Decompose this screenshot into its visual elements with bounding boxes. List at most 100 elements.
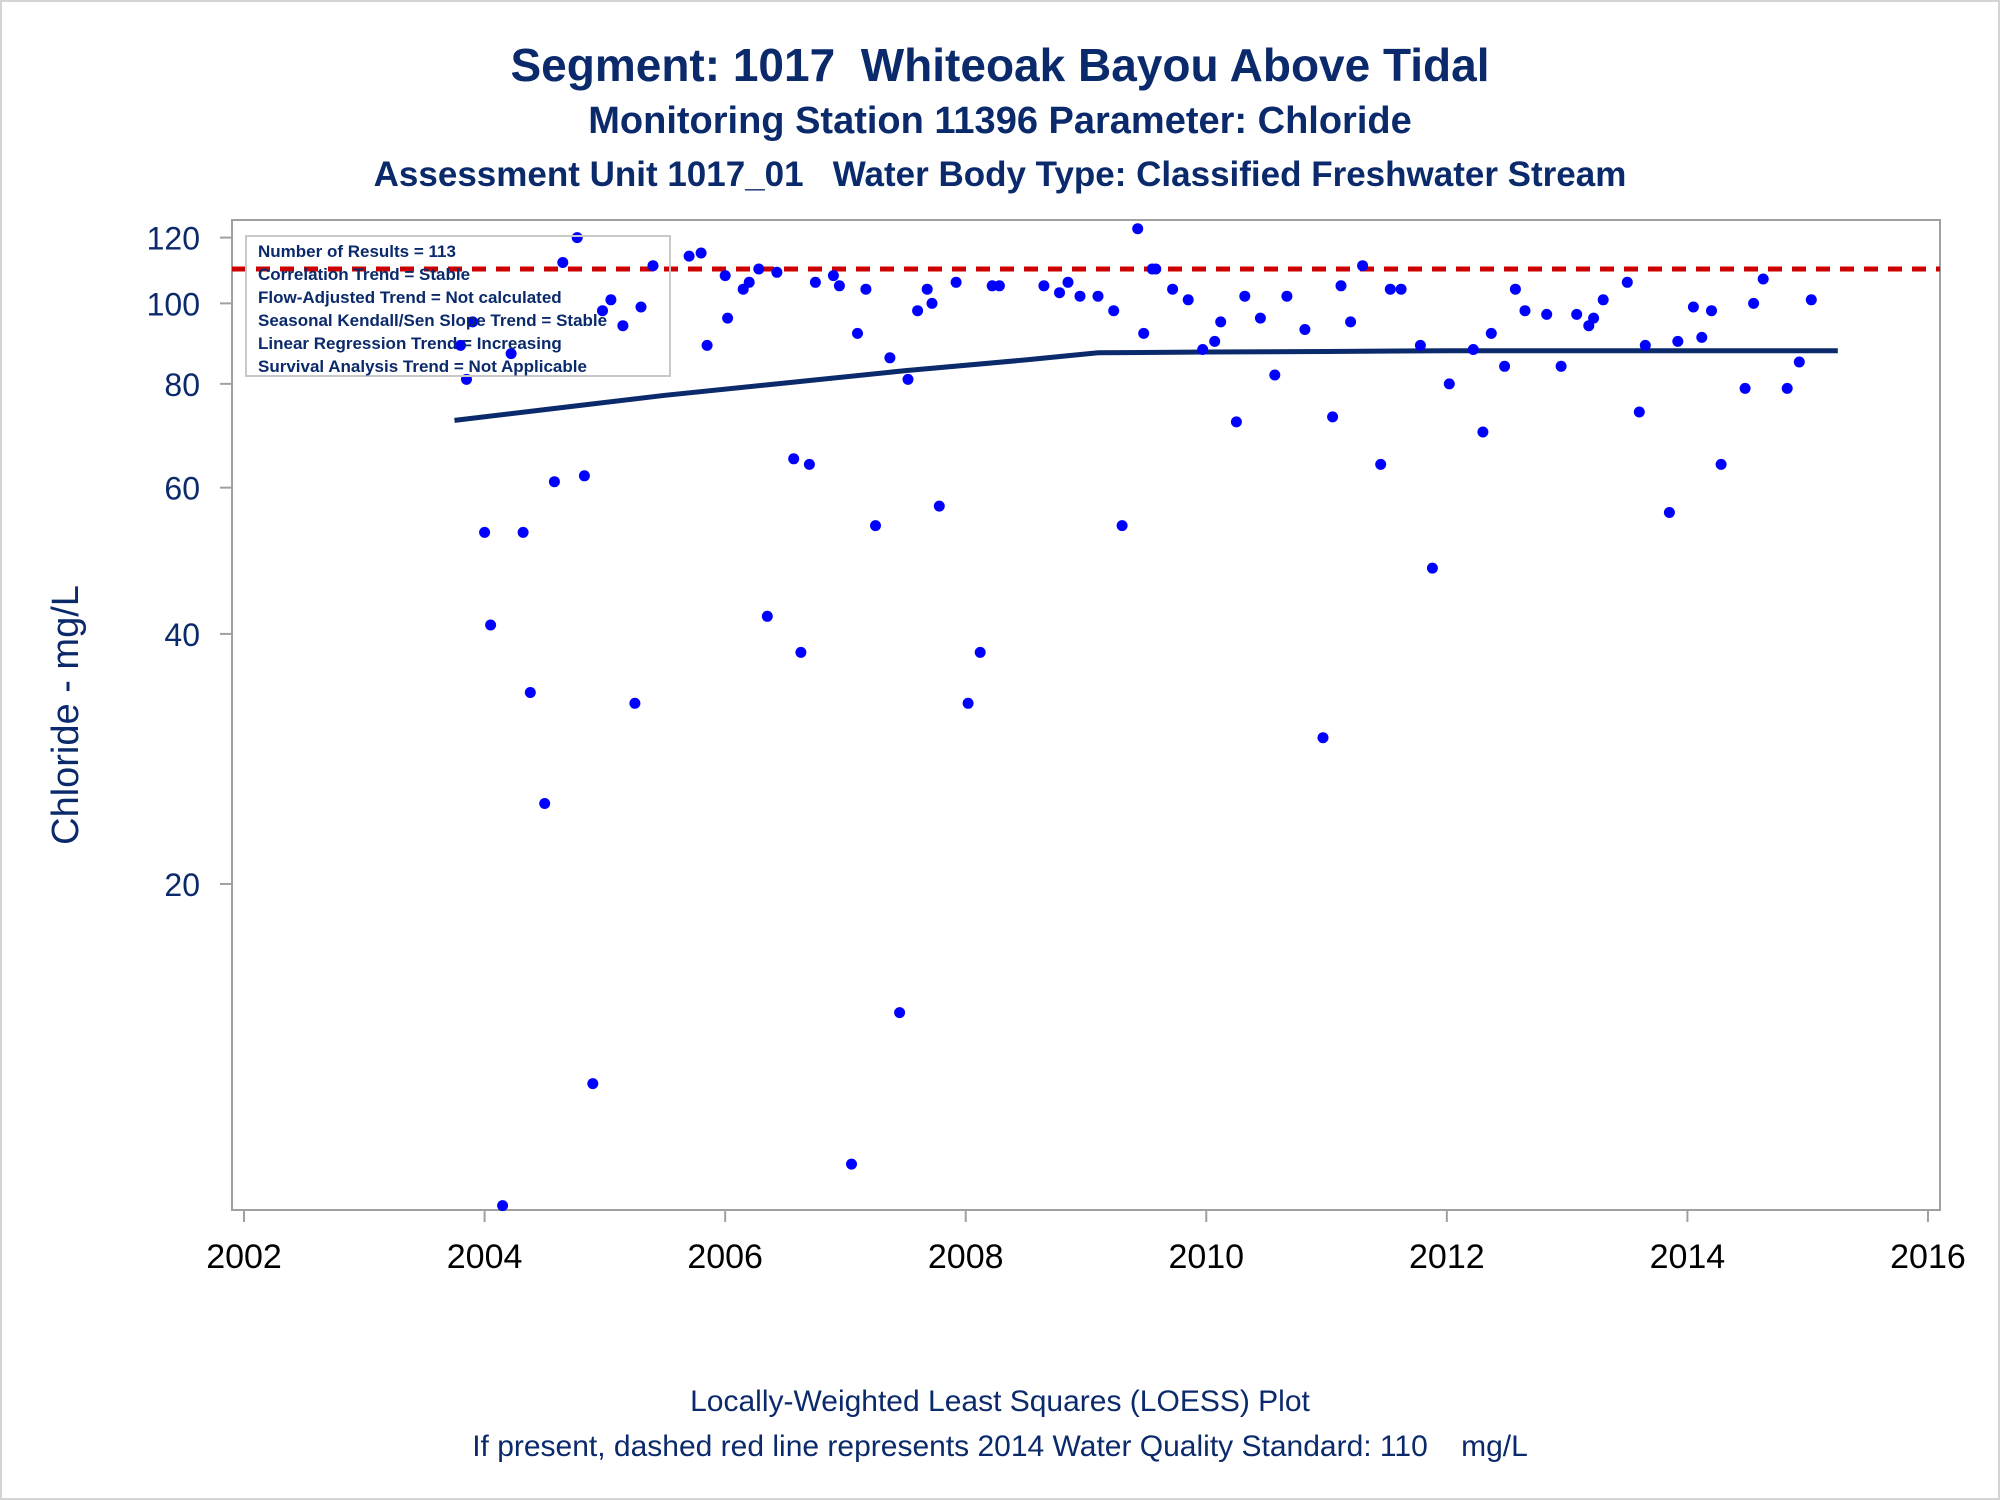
data-point <box>597 305 608 317</box>
data-point <box>1150 263 1162 275</box>
data-point <box>860 283 872 295</box>
stats-line: Correlation Trend = Stable <box>258 265 470 284</box>
data-point <box>912 305 924 317</box>
data-point <box>683 250 695 262</box>
data-point <box>1555 360 1567 372</box>
data-point <box>1414 339 1426 351</box>
data-point <box>1519 305 1531 317</box>
data-point <box>1588 312 1600 324</box>
data-point <box>870 520 881 532</box>
data-point <box>1639 339 1651 351</box>
data-point <box>1467 344 1479 355</box>
data-point <box>1571 308 1583 320</box>
data-point <box>1167 283 1179 295</box>
footnote-loess: Locally-Weighted Least Squares (LOESS) P… <box>690 1385 1310 1418</box>
data-point <box>701 339 713 351</box>
data-point <box>467 316 479 328</box>
data-point <box>1062 276 1074 288</box>
data-point <box>1477 426 1489 438</box>
data-point <box>1239 290 1251 302</box>
data-point <box>1663 507 1675 518</box>
data-point <box>571 232 583 244</box>
data-point <box>1633 406 1645 418</box>
data-point <box>1092 290 1104 302</box>
data-point <box>795 646 807 658</box>
y-tick-label: 120 <box>147 221 200 257</box>
data-point <box>921 283 933 295</box>
data-point <box>1793 356 1805 368</box>
data-point <box>695 247 707 259</box>
data-point <box>548 476 560 488</box>
data-point <box>803 458 815 470</box>
data-point <box>485 619 497 631</box>
data-point <box>479 526 491 538</box>
loess-line <box>454 348 1838 423</box>
data-point <box>761 610 773 622</box>
stats-line: Linear Regression Trend = Increasing <box>258 334 562 353</box>
data-point <box>1074 290 1086 302</box>
data-point <box>1597 294 1609 306</box>
data-point <box>884 352 896 364</box>
data-point <box>1687 301 1699 313</box>
data-point <box>1317 732 1329 744</box>
data-point <box>1748 297 1760 309</box>
data-point <box>1345 316 1357 328</box>
data-point <box>1499 360 1511 372</box>
data-point <box>833 280 845 292</box>
chart-title: Segment: 1017 Whiteoak Bayou Above Tidal <box>510 39 1490 91</box>
x-tick-label: 2014 <box>1650 1238 1726 1276</box>
stats-line: Number of Results = 113 <box>258 242 456 261</box>
data-point <box>1299 324 1311 335</box>
data-point <box>1038 280 1050 292</box>
stats-box <box>245 235 671 377</box>
data-point <box>1054 287 1065 299</box>
data-point <box>1621 276 1633 288</box>
x-tick-label: 2010 <box>1168 1238 1244 1276</box>
data-point <box>827 270 839 282</box>
data-point <box>617 320 629 332</box>
data-point <box>846 1158 857 1170</box>
data-point <box>1138 327 1150 339</box>
y-tick-label: 40 <box>164 617 200 653</box>
data-point <box>771 266 783 278</box>
data-point <box>1281 290 1293 302</box>
data-point <box>950 276 962 288</box>
data-point <box>1335 280 1347 292</box>
data-point <box>1254 312 1266 324</box>
data-point <box>1757 273 1769 285</box>
data-point <box>524 687 536 698</box>
y-tick-label: 100 <box>147 286 200 322</box>
data-point <box>1672 335 1684 347</box>
data-point <box>1327 411 1339 423</box>
data-point <box>1132 223 1144 235</box>
stats-line: Flow-Adjusted Trend = Not calculated <box>258 288 562 307</box>
chart-subtitle-assessment: Assessment Unit 1017_01 Water Body Type:… <box>373 155 1627 194</box>
data-point <box>974 646 986 658</box>
data-point <box>933 500 945 512</box>
data-point <box>1384 283 1396 295</box>
data-point <box>1375 458 1387 470</box>
data-point <box>1781 382 1793 394</box>
data-point <box>1197 344 1209 355</box>
data-point <box>1269 369 1281 381</box>
data-point <box>605 294 617 306</box>
data-point <box>635 301 647 313</box>
data-point <box>722 312 734 324</box>
data-point <box>647 260 659 272</box>
data-point <box>719 270 731 282</box>
data-point <box>1443 378 1455 390</box>
data-point <box>809 276 821 288</box>
data-point <box>1706 305 1717 317</box>
data-point <box>1209 335 1221 347</box>
plot-area-border <box>231 219 1941 1211</box>
data-point <box>1230 416 1242 428</box>
data-point <box>902 373 914 385</box>
x-tick-label: 2012 <box>1409 1238 1485 1276</box>
chart-subtitle-station: Monitoring Station 11396 Parameter: Chlo… <box>588 100 1412 142</box>
x-tick-label: 2002 <box>206 1238 282 1276</box>
x-tick-label: 2016 <box>1890 1238 1966 1276</box>
data-point <box>587 1078 599 1090</box>
data-point <box>1182 294 1194 306</box>
